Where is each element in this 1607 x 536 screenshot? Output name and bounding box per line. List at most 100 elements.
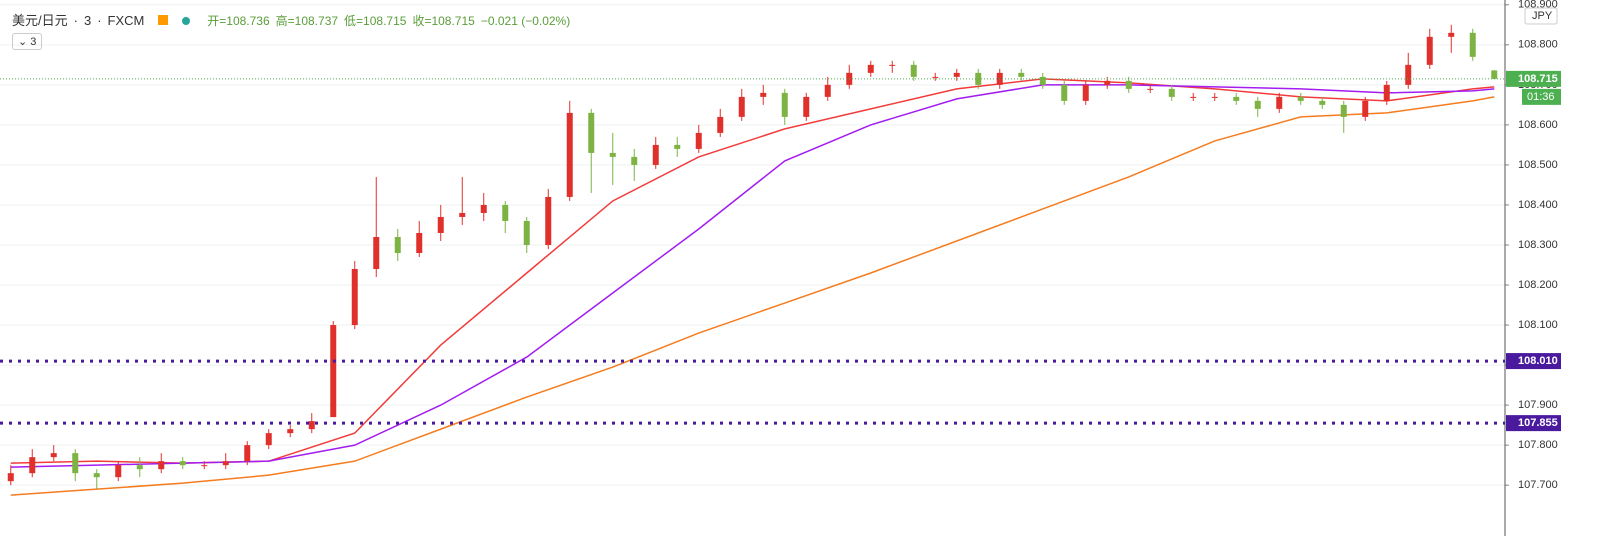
candle-body	[287, 429, 294, 434]
candle-body	[738, 96, 745, 117]
toggle-count: 3	[30, 36, 37, 48]
candle-body	[50, 453, 57, 458]
candle-body	[545, 196, 552, 245]
ohlc-high: 高=108.737	[275, 14, 339, 28]
candle-body	[480, 204, 487, 213]
legend-header: 美元/日元 · 3 · FXCM 开=108.736 高=108.737 低=108.715…	[12, 13, 571, 28]
y-tick-label: 108.400	[1518, 199, 1558, 211]
status-dot	[181, 17, 190, 25]
candle-body	[459, 212, 466, 217]
candle-body	[330, 325, 337, 418]
candle-body	[179, 461, 186, 466]
candle-body	[1082, 84, 1089, 101]
level-label: 107.855	[1518, 417, 1558, 429]
candle-body	[867, 64, 874, 73]
candle-body	[566, 112, 573, 197]
indicator-toggle[interactable]: ⌄ 3	[12, 33, 43, 50]
price-label: 108.715	[1518, 73, 1558, 85]
y-tick-label: 107.700	[1518, 479, 1558, 491]
candle-body	[523, 220, 530, 245]
candle-body	[394, 236, 401, 253]
candle-body	[717, 116, 724, 133]
candle-body	[136, 465, 143, 470]
y-tick-label: 108.300	[1518, 239, 1558, 251]
candle-body	[1233, 96, 1240, 101]
candle-body	[1147, 88, 1154, 90]
candle-body	[351, 269, 358, 326]
candle-body	[588, 112, 595, 153]
y-tick-label: 108.800	[1518, 39, 1558, 51]
candle-body	[889, 64, 896, 66]
candle-body	[932, 76, 939, 78]
flag-icon[interactable]	[158, 15, 169, 25]
candle-body	[308, 421, 315, 430]
candle-body	[1469, 32, 1476, 57]
candle-body	[201, 465, 208, 467]
moving-average	[10, 96, 1495, 496]
candle-body	[29, 457, 36, 474]
candle-body	[760, 92, 767, 97]
candle-body	[437, 216, 444, 233]
candle-body	[373, 236, 380, 270]
y-tick-label: 108.100	[1518, 319, 1558, 331]
symbol: 美元/日元	[12, 13, 68, 28]
candle-body	[72, 453, 79, 474]
candle-body	[1448, 32, 1455, 37]
candle-body	[502, 204, 509, 221]
candle-body	[1061, 84, 1068, 101]
candle-body	[674, 144, 681, 149]
candle-body	[265, 433, 272, 446]
candle-body	[1276, 96, 1283, 109]
interval: 3	[83, 13, 92, 28]
currency-box	[1524, 7, 1558, 25]
candle-body	[910, 64, 917, 77]
price-label-box	[1506, 70, 1561, 87]
candle-body	[1254, 100, 1261, 109]
candle-body	[1018, 72, 1025, 77]
ohlc-open: 开=108.736	[207, 14, 270, 28]
ohlc-low: 低=108.715	[344, 14, 407, 28]
candle-body	[1319, 100, 1326, 105]
candle-body	[7, 473, 14, 482]
candle-body	[93, 473, 100, 478]
currency: JPY	[1532, 10, 1553, 22]
level-label: 108.010	[1518, 355, 1558, 367]
candle-body	[652, 144, 659, 165]
candle-body	[158, 461, 165, 470]
candle-body	[1168, 88, 1175, 97]
candle-body	[1383, 84, 1390, 101]
candle-body	[695, 132, 702, 149]
moving-average	[10, 84, 1495, 468]
y-tick-label: 107.800	[1518, 439, 1558, 451]
candle-body	[631, 156, 638, 165]
candle-body	[1340, 104, 1347, 117]
candle-body	[1426, 36, 1433, 65]
candle-body	[1491, 70, 1498, 79]
candle-body	[953, 72, 960, 77]
change: −0.021 (−0.02%)	[480, 14, 571, 28]
y-tick-label: 108.500	[1518, 159, 1558, 171]
countdown: 01:36	[1527, 91, 1555, 103]
ohlc-close: 收=108.715	[412, 14, 475, 28]
level-label-box	[1506, 415, 1561, 432]
candle-body	[1211, 96, 1218, 98]
candle-body	[803, 96, 810, 117]
candle-body	[609, 152, 616, 157]
candle-body	[1190, 96, 1197, 98]
candle-body	[244, 445, 251, 462]
candle-body	[1405, 64, 1412, 85]
candle-body	[1362, 100, 1369, 117]
candle-body	[824, 84, 831, 97]
countdown-box	[1522, 88, 1561, 105]
candle-body	[115, 465, 122, 478]
y-tick-label: 108.200	[1518, 279, 1558, 291]
candle-body	[416, 232, 423, 253]
y-tick-label: 107.900	[1518, 399, 1558, 411]
y-tick-label: 108.900	[1518, 0, 1558, 11]
candle-body	[222, 461, 229, 466]
candle-body	[1297, 96, 1304, 101]
candle-body	[1039, 76, 1046, 85]
candle-body	[1104, 80, 1111, 85]
